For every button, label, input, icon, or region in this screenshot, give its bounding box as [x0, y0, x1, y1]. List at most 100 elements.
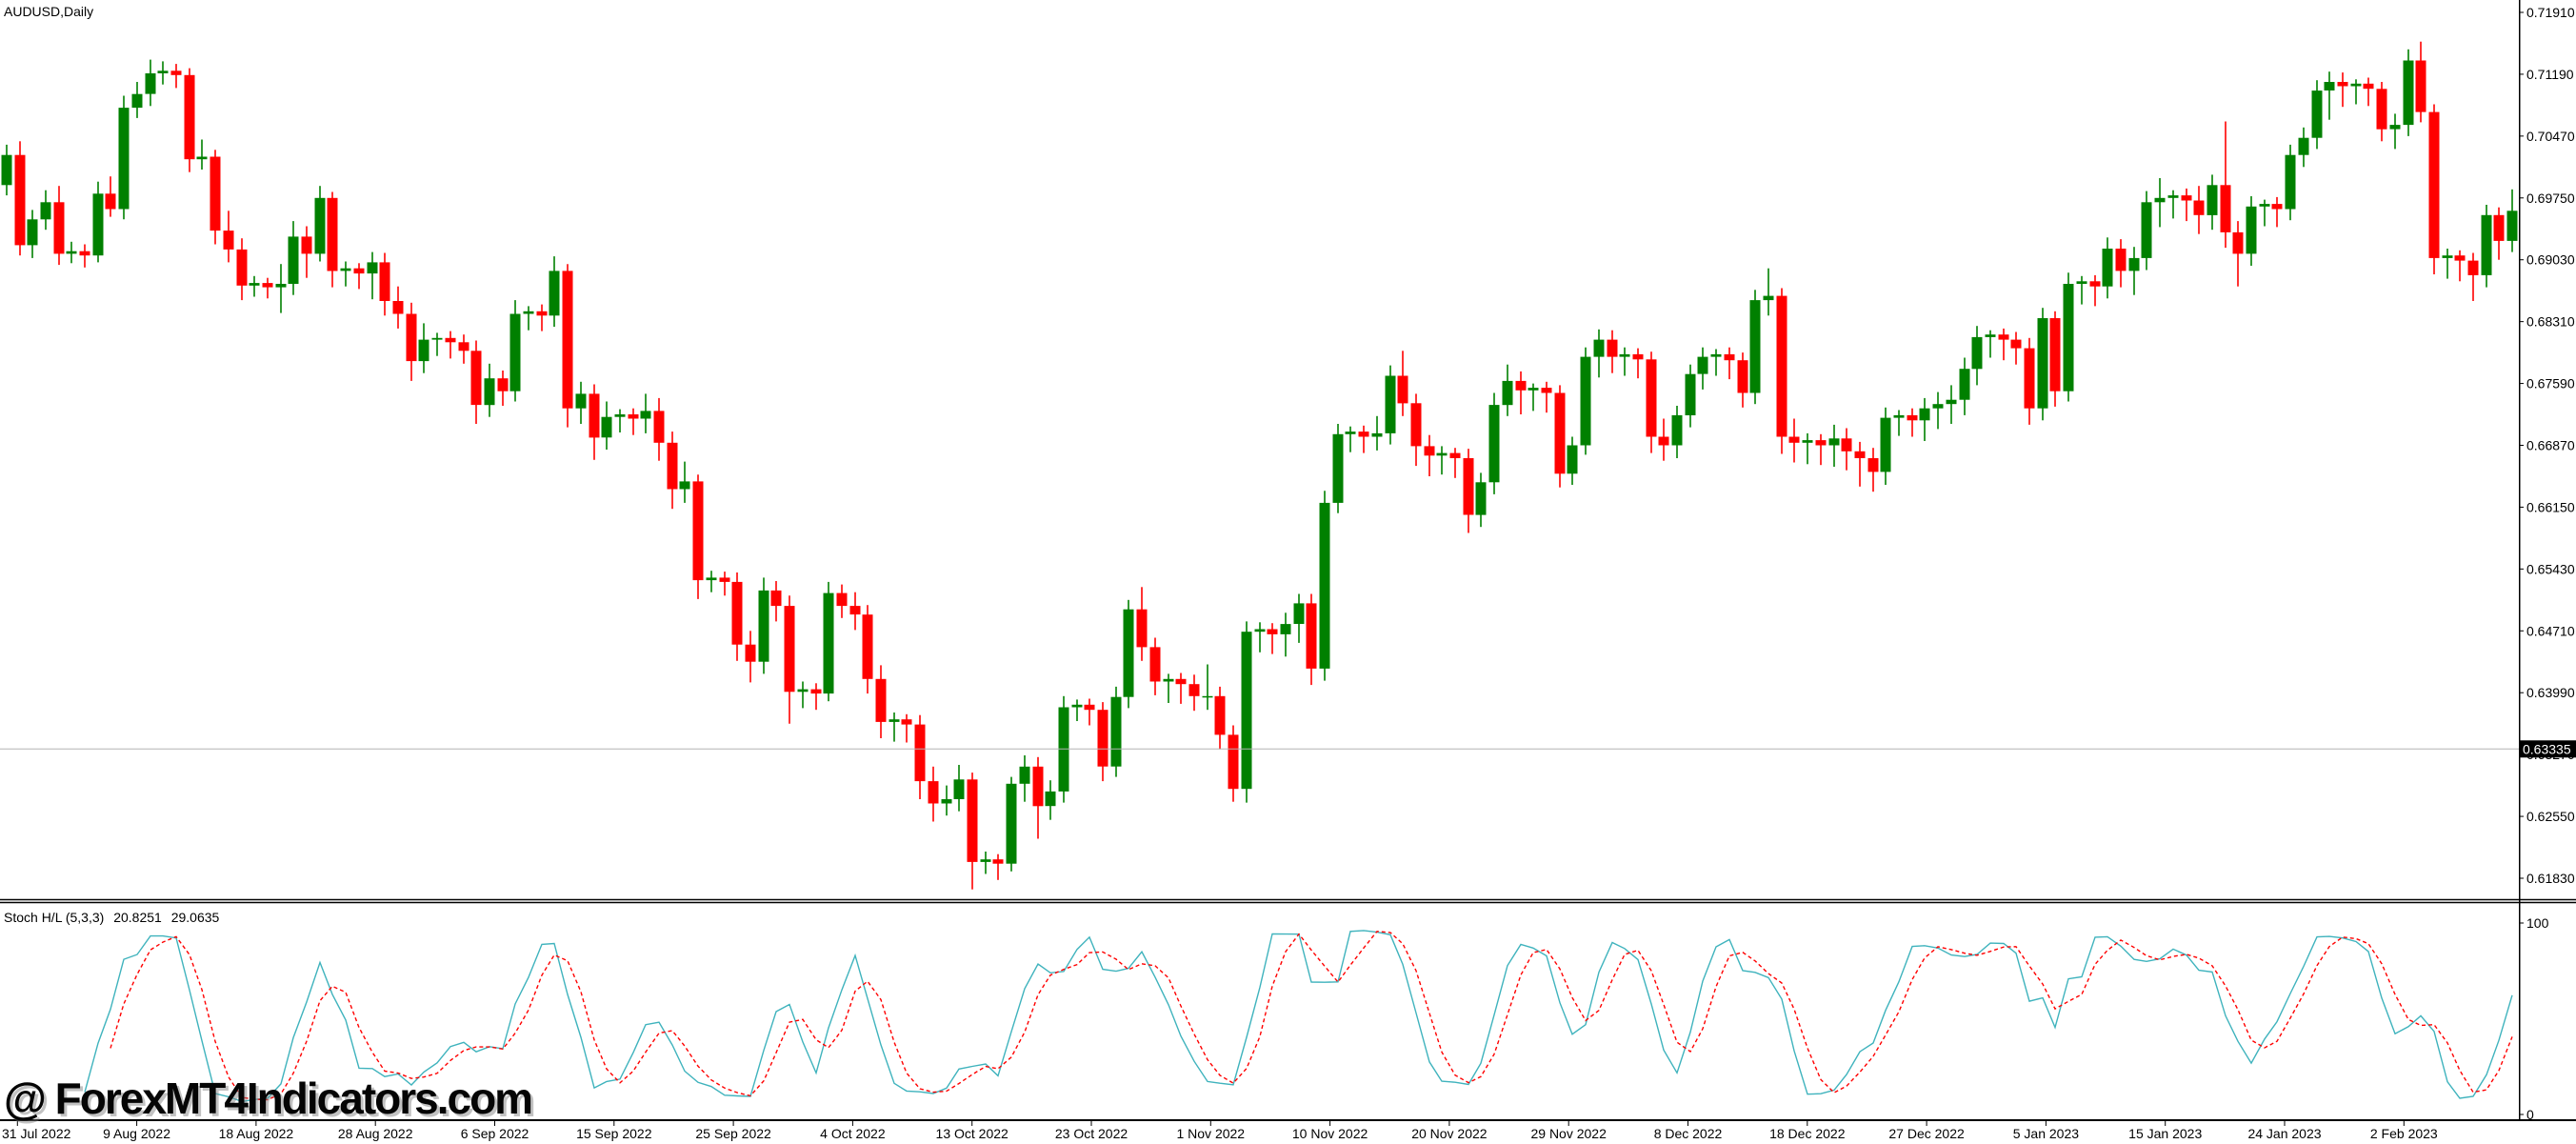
candle-body	[2154, 197, 2166, 203]
price-axis-line[interactable]	[2519, 0, 2521, 1119]
candle-body	[340, 268, 351, 271]
candle-body	[2415, 60, 2426, 112]
pane-divider-bottom-line[interactable]	[0, 901, 2576, 904]
candle-body	[275, 284, 287, 288]
candle-body	[849, 606, 861, 615]
symbol-timeframe-label: AUDUSD,Daily	[4, 4, 94, 19]
candle-body	[2389, 125, 2401, 130]
candle-body	[523, 311, 534, 314]
time-axis-line[interactable]	[0, 1119, 2576, 1121]
candle-body	[836, 592, 848, 607]
candle-body	[2010, 339, 2022, 349]
candle-body	[2063, 284, 2074, 391]
candle-body	[2454, 255, 2466, 261]
candle-body	[2181, 195, 2192, 201]
price-tick-label: 0.66870	[2526, 438, 2575, 453]
candle-body	[1045, 791, 1056, 807]
candle-body	[2467, 260, 2479, 275]
candle-body	[614, 414, 626, 417]
time-tick-label: 15 Jan 2023	[2128, 1126, 2202, 1141]
candle-body	[157, 70, 169, 73]
time-axis[interactable]	[16, 1121, 2405, 1126]
candle-body	[301, 236, 312, 254]
candle-body	[1646, 359, 1657, 437]
candle-body	[379, 262, 390, 301]
candle-body	[196, 156, 208, 160]
candle-body	[170, 70, 182, 75]
candle-body	[1123, 609, 1134, 697]
candle-body	[1488, 405, 1500, 483]
watermark-text: @ ForexMT4Indicators.com	[4, 1074, 533, 1123]
candle-body	[1867, 458, 1879, 472]
candle-body	[2259, 204, 2270, 207]
time-tick-label: 25 Sep 2022	[695, 1126, 771, 1141]
candle-body	[536, 311, 548, 316]
candle-body	[1097, 710, 1108, 767]
pane-divider-top-line[interactable]	[0, 898, 2576, 901]
candle-body	[901, 719, 912, 725]
candle-body	[2049, 318, 2061, 391]
candle-body	[53, 202, 65, 254]
candle-body	[1828, 438, 1840, 446]
candle-body	[1071, 704, 1083, 708]
candle-body	[2102, 249, 2113, 287]
candle-body	[810, 689, 822, 694]
candle-body	[2493, 214, 2505, 241]
candle-body	[992, 859, 1004, 864]
candle-body	[549, 271, 560, 316]
candle-body	[692, 481, 704, 581]
candle-body	[1019, 766, 1030, 784]
candle-body	[1202, 695, 1213, 698]
candle-body	[262, 283, 273, 288]
candle-body	[14, 154, 26, 246]
candle-body	[418, 339, 429, 362]
candle-body	[2506, 211, 2518, 241]
price-tick-label: 0.62550	[2526, 809, 2575, 824]
time-tick-label: 18 Dec 2022	[1769, 1126, 1846, 1141]
candle-body	[92, 193, 104, 256]
price-tick-label: 0.64710	[2526, 623, 2575, 638]
time-tick-label: 5 Jan 2023	[2013, 1126, 2079, 1141]
candle-body	[770, 590, 782, 607]
candle-body	[1685, 373, 1696, 415]
candle-body	[928, 781, 939, 804]
time-tick-label: 15 Sep 2022	[576, 1126, 652, 1141]
candle-body	[2311, 90, 2323, 138]
candle-body	[210, 156, 221, 231]
candles-layer[interactable]	[1, 41, 2518, 890]
time-tick-label: 9 Aug 2022	[103, 1126, 170, 1141]
candle-body	[1815, 440, 1827, 446]
candle-body	[223, 231, 234, 250]
candle-body	[40, 202, 51, 220]
indicator-label: Stoch H/L (5,3,3) 20.8251 29.0635	[4, 910, 225, 925]
candle-body	[1319, 502, 1330, 669]
price-tick-label: 0.63990	[2526, 685, 2575, 700]
candle-body	[1006, 783, 1017, 864]
candle-body	[1306, 603, 1317, 669]
candle-body	[1763, 295, 1774, 301]
candle-body	[1241, 632, 1252, 790]
candle-body	[145, 73, 156, 94]
candle-body	[27, 219, 38, 246]
candle-body	[1724, 353, 1735, 361]
candle-body	[875, 678, 887, 722]
candle-body	[2376, 89, 2387, 130]
candle-body	[1267, 629, 1278, 634]
candle-body	[2324, 82, 2335, 90]
candle-body	[2115, 249, 2127, 271]
candle-body	[79, 251, 90, 256]
candle-body	[236, 249, 248, 286]
candle-body	[1032, 766, 1044, 807]
candle-body	[1163, 678, 1174, 682]
candle-body	[131, 93, 143, 109]
price-tick-label: 0.71910	[2526, 5, 2575, 20]
time-tick-label: 29 Nov 2022	[1530, 1126, 1607, 1141]
price-tick-label: 0.65430	[2526, 561, 2575, 576]
candle-body	[392, 301, 404, 314]
candle-body	[431, 337, 443, 340]
candle-body	[249, 283, 260, 286]
candle-body	[967, 779, 978, 862]
price-tick-label: 0.66150	[2526, 499, 2575, 514]
candle-body	[1880, 417, 1891, 472]
